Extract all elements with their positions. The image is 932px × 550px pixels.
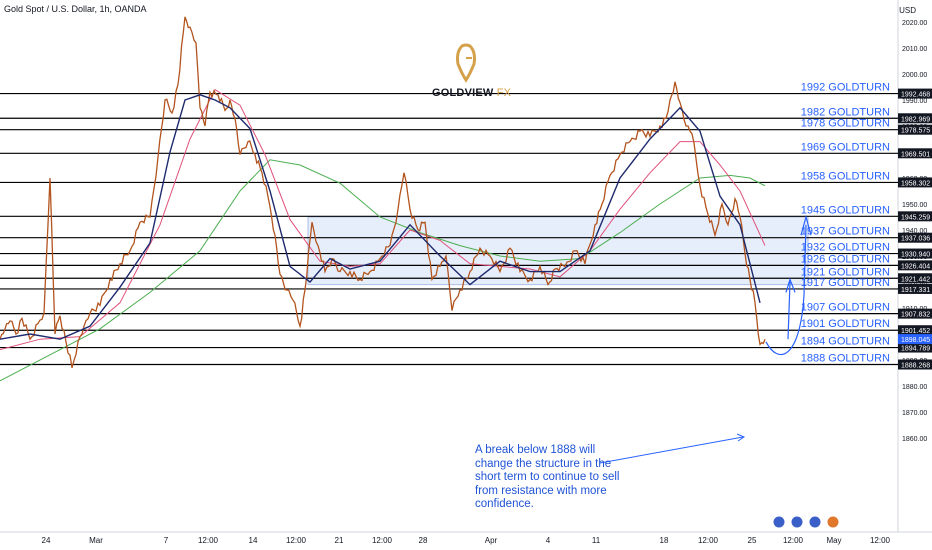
level-price-tag-text: 1907.832 xyxy=(901,312,930,319)
x-tick-label: 12:00 xyxy=(870,536,891,545)
mid-ma-line xyxy=(0,88,766,351)
level-price-tag xyxy=(898,148,932,159)
level-price-tag xyxy=(898,359,932,370)
level-price-tag xyxy=(898,273,932,284)
y-tick-label: 1860.00 xyxy=(902,436,927,443)
level-label: 1926 GOLDTURN xyxy=(801,253,890,265)
brand-logo-mark xyxy=(456,43,476,83)
x-tick-label: 11 xyxy=(592,536,601,545)
x-tick-label: 12:00 xyxy=(698,536,719,545)
y-tick-label: 1920.00 xyxy=(902,280,927,287)
level-label: 1945 GOLDTURN xyxy=(801,204,890,216)
projection-arrow-2 xyxy=(787,281,791,340)
y-tick-label: 2020.00 xyxy=(902,20,927,27)
level-label: 1992 GOLDTURN xyxy=(801,82,890,94)
level-label: 1978 GOLDTURN xyxy=(801,118,890,130)
x-tick-label: Mar xyxy=(89,536,103,545)
x-tick-label: 14 xyxy=(249,536,258,545)
x-tick-label: 28 xyxy=(419,536,428,545)
level-label: 1901 GOLDTURN xyxy=(801,318,890,330)
level-price-tag xyxy=(898,283,932,294)
level-price-tag xyxy=(898,308,932,319)
level-price-tag xyxy=(898,113,932,124)
level-price-tag xyxy=(898,342,932,353)
level-label: 1969 GOLDTURN xyxy=(801,141,890,153)
level-price-tag-text: 1901.452 xyxy=(901,328,930,335)
level-price-tag-text: 1917.331 xyxy=(901,287,930,294)
level-label: 1937 GOLDTURN xyxy=(801,226,890,238)
projection-arrowhead xyxy=(800,214,812,236)
price-unit: USD xyxy=(899,6,916,15)
x-tick-label: 25 xyxy=(748,536,757,545)
y-tick-label: 1870.00 xyxy=(902,410,927,417)
x-tick-label: 12:00 xyxy=(372,536,393,545)
x-tick-label: Apr xyxy=(485,536,498,545)
fast-ma-line xyxy=(0,94,761,340)
level-price-tag-text: 1978.575 xyxy=(901,128,930,135)
annotation-pointer xyxy=(599,436,744,464)
level-label: 1894 GOLDTURN xyxy=(801,336,890,348)
brand-logo-text: GOLDVIEW FX xyxy=(432,87,511,99)
y-tick-label: 1940.00 xyxy=(902,228,927,235)
level-price-tag xyxy=(898,232,932,243)
level-price-tag-text: 1969.501 xyxy=(901,151,930,158)
level-price-tag-text: 1894.789 xyxy=(901,346,930,353)
projection-arrowhead-2 xyxy=(785,277,796,293)
x-tick-label: 4 xyxy=(546,536,551,545)
y-tick-label: 1990.00 xyxy=(902,98,927,105)
level-price-tag-text: 1926.404 xyxy=(901,263,930,270)
x-tick-label: 12:00 xyxy=(783,536,804,545)
level-label: 1888 GOLDTURN xyxy=(801,353,890,365)
level-price-tag-text: 1888.268 xyxy=(901,363,930,370)
level-price-tag-text: 1937.036 xyxy=(901,236,930,243)
level-label: 1907 GOLDTURN xyxy=(801,302,890,314)
y-tick-label: 1950.00 xyxy=(902,202,927,209)
y-tick-label: 2000.00 xyxy=(902,72,927,79)
level-price-tag xyxy=(898,124,932,135)
event-flag-icon xyxy=(772,515,786,529)
x-tick-label: 12:00 xyxy=(198,536,219,545)
event-flag-icon xyxy=(790,515,804,529)
level-price-tag xyxy=(898,260,932,271)
y-tick-label: 1880.00 xyxy=(902,384,927,391)
x-tick-label: 7 xyxy=(164,536,169,545)
x-tick-label: 12:00 xyxy=(286,536,307,545)
level-price-tag-text: 1982.969 xyxy=(901,116,930,123)
event-flag-icon xyxy=(826,515,840,529)
projection-arrow xyxy=(765,224,807,356)
level-price-tag-text: 1958.302 xyxy=(901,180,930,187)
event-flag-icon xyxy=(808,515,822,529)
level-label: 1932 GOLDTURN xyxy=(801,242,890,254)
slow-ma-line xyxy=(0,159,766,382)
level-price-tag-text: 1930.940 xyxy=(901,252,930,259)
y-tick-label: 2010.00 xyxy=(902,46,927,53)
level-price-tag xyxy=(898,325,932,336)
level-price-tag xyxy=(898,177,932,188)
chart-title: Gold Spot / U.S. Dollar, 1h, OANDA xyxy=(4,4,147,14)
current-price-tag-text: 1898.045 xyxy=(901,337,930,344)
brand-suffix: FX xyxy=(496,87,512,99)
level-label: 1921 GOLDTURN xyxy=(801,266,890,278)
annotation-pointer-head xyxy=(736,433,746,442)
level-price-tag xyxy=(898,88,932,99)
resistance-zone xyxy=(307,216,809,286)
level-price-tag-text: 1992.468 xyxy=(901,92,930,99)
x-tick-label: 18 xyxy=(660,536,669,545)
level-price-tag-text: 1921.442 xyxy=(901,276,930,283)
level-price-tag-text: 1945.259 xyxy=(901,214,930,221)
brand-name: GOLDVIEW xyxy=(432,87,494,99)
x-tick-label: 24 xyxy=(42,536,51,545)
x-tick-label: May xyxy=(826,536,841,545)
level-label: 1982 GOLDTURN xyxy=(801,106,890,118)
x-tick-label: 21 xyxy=(335,536,344,545)
level-label: 1958 GOLDTURN xyxy=(801,170,890,182)
price-series-line xyxy=(0,16,766,368)
chart-annotation: A break below 1888 will change the struc… xyxy=(475,444,620,510)
level-label: 1917 GOLDTURN xyxy=(801,277,890,289)
level-price-tag xyxy=(898,248,932,259)
level-price-tag xyxy=(898,211,932,222)
current-price-tag xyxy=(898,334,932,345)
